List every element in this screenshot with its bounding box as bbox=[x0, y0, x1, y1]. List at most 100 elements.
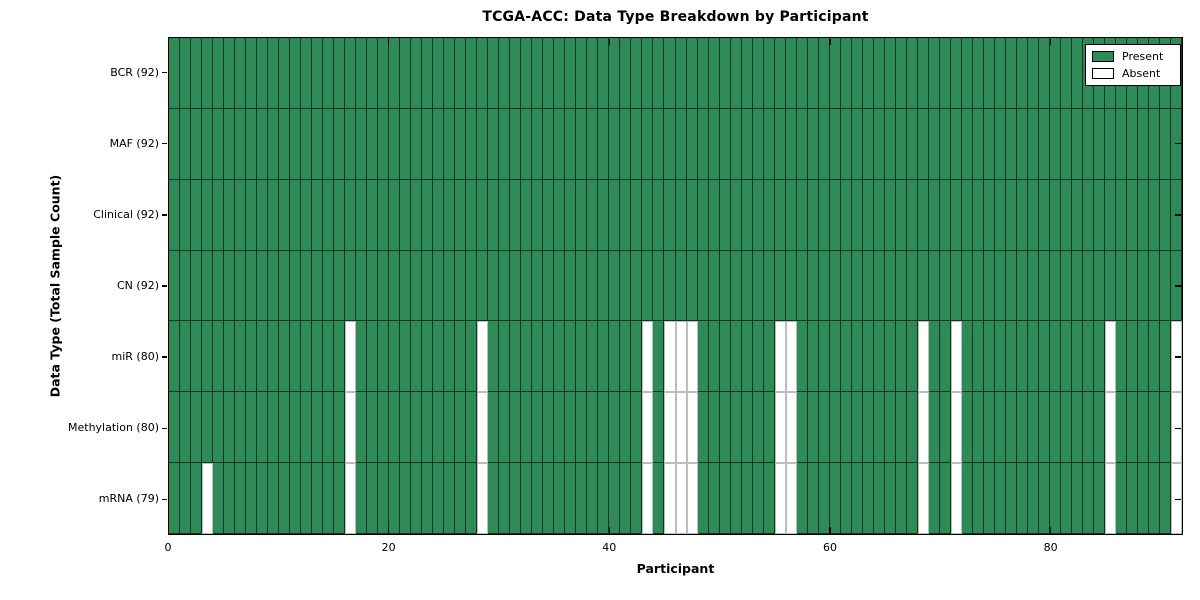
heatmap-cell bbox=[334, 463, 346, 534]
heatmap-cell bbox=[1049, 321, 1061, 393]
y-tick-mark-right bbox=[1175, 427, 1181, 430]
heatmap-cell bbox=[477, 108, 489, 180]
heatmap-cell bbox=[433, 179, 445, 251]
heatmap-cell bbox=[1049, 250, 1061, 322]
heatmap-cell bbox=[499, 392, 511, 464]
heatmap-cell bbox=[1104, 179, 1116, 251]
heatmap-cell bbox=[697, 463, 709, 534]
heatmap-cell bbox=[851, 250, 863, 322]
heatmap-cell bbox=[664, 392, 676, 464]
heatmap-cell bbox=[972, 108, 984, 180]
heatmap-cell bbox=[323, 38, 335, 109]
heatmap-cell bbox=[477, 463, 489, 534]
heatmap-cell bbox=[653, 38, 665, 109]
heatmap-cell bbox=[620, 250, 632, 322]
heatmap-cell bbox=[455, 179, 467, 251]
heatmap-cell bbox=[631, 108, 643, 180]
heatmap-cell bbox=[796, 38, 808, 109]
heatmap-cell bbox=[763, 179, 775, 251]
heatmap-cell bbox=[389, 250, 401, 322]
heatmap-cell bbox=[1049, 392, 1061, 464]
heatmap-cell bbox=[202, 38, 214, 109]
heatmap-cell bbox=[664, 179, 676, 251]
heatmap-cell bbox=[466, 392, 478, 464]
heatmap-cell bbox=[334, 108, 346, 180]
heatmap-cell bbox=[686, 108, 698, 180]
heatmap-cell bbox=[664, 38, 676, 109]
heatmap-cell bbox=[499, 321, 511, 393]
heatmap-cell bbox=[697, 108, 709, 180]
x-tick-label: 0 bbox=[164, 541, 172, 554]
heatmap-cell bbox=[169, 108, 180, 180]
y-tick-label: CN (92) bbox=[117, 279, 159, 292]
heatmap-cell bbox=[213, 321, 225, 393]
heatmap-cell bbox=[862, 108, 874, 180]
heatmap-cell bbox=[433, 321, 445, 393]
x-tick-mark bbox=[608, 527, 611, 533]
heatmap-cell bbox=[598, 392, 610, 464]
heatmap-cell bbox=[1093, 250, 1105, 322]
heatmap-cell bbox=[510, 179, 522, 251]
heatmap-cell bbox=[807, 250, 819, 322]
heatmap-cell bbox=[1104, 321, 1116, 393]
heatmap-cell bbox=[939, 38, 951, 109]
heatmap-cell bbox=[488, 108, 500, 180]
heatmap-cell bbox=[367, 321, 379, 393]
heatmap-cell bbox=[224, 108, 236, 180]
heatmap-cell bbox=[829, 108, 841, 180]
heatmap-cell bbox=[488, 321, 500, 393]
heatmap-cell bbox=[961, 179, 973, 251]
heatmap-cell bbox=[686, 179, 698, 251]
heatmap-cell bbox=[224, 321, 236, 393]
heatmap-cell bbox=[807, 38, 819, 109]
heatmap-cell bbox=[356, 38, 368, 109]
heatmap-cell bbox=[202, 392, 214, 464]
heatmap-cell bbox=[411, 179, 423, 251]
heatmap-cell bbox=[862, 463, 874, 534]
heatmap-cell bbox=[191, 392, 203, 464]
heatmap-cell bbox=[400, 250, 412, 322]
heatmap-cell bbox=[1060, 179, 1072, 251]
heatmap-cell bbox=[235, 250, 247, 322]
heatmap-cell bbox=[1060, 250, 1072, 322]
heatmap-cell bbox=[543, 108, 555, 180]
heatmap-cell bbox=[1071, 179, 1083, 251]
heatmap-cell bbox=[664, 108, 676, 180]
heatmap-cell bbox=[532, 38, 544, 109]
heatmap-cell bbox=[895, 250, 907, 322]
heatmap-cell bbox=[697, 38, 709, 109]
heatmap-cell bbox=[224, 38, 236, 109]
heatmap-cell bbox=[235, 108, 247, 180]
heatmap-cell bbox=[1159, 392, 1171, 464]
heatmap-cell bbox=[400, 392, 412, 464]
heatmap-cell bbox=[928, 250, 940, 322]
heatmap-cell bbox=[796, 250, 808, 322]
heatmap-cell bbox=[1115, 108, 1127, 180]
heatmap-cell bbox=[213, 463, 225, 534]
heatmap-cell bbox=[169, 392, 180, 464]
heatmap-cell bbox=[851, 463, 863, 534]
heatmap-cell bbox=[444, 463, 456, 534]
heatmap-cell bbox=[488, 250, 500, 322]
heatmap-cell bbox=[642, 463, 654, 534]
heatmap-cell bbox=[312, 392, 324, 464]
heatmap-cell bbox=[180, 108, 192, 180]
heatmap-cell bbox=[301, 463, 313, 534]
heatmap-cell bbox=[235, 179, 247, 251]
heatmap-cell bbox=[1016, 38, 1028, 109]
heatmap-cell bbox=[290, 108, 302, 180]
heatmap-cell bbox=[466, 321, 478, 393]
heatmap-cell bbox=[994, 179, 1006, 251]
heatmap-cell bbox=[1137, 392, 1149, 464]
heatmap-cell bbox=[213, 38, 225, 109]
heatmap-cell bbox=[191, 463, 203, 534]
heatmap-cell bbox=[323, 179, 335, 251]
heatmap-cell bbox=[576, 250, 588, 322]
heatmap-cell bbox=[400, 321, 412, 393]
heatmap-cell bbox=[1071, 38, 1083, 109]
heatmap-cell bbox=[829, 250, 841, 322]
heatmap-cell bbox=[686, 250, 698, 322]
heatmap-cell bbox=[598, 321, 610, 393]
heatmap-cell bbox=[290, 463, 302, 534]
heatmap-cell bbox=[972, 38, 984, 109]
